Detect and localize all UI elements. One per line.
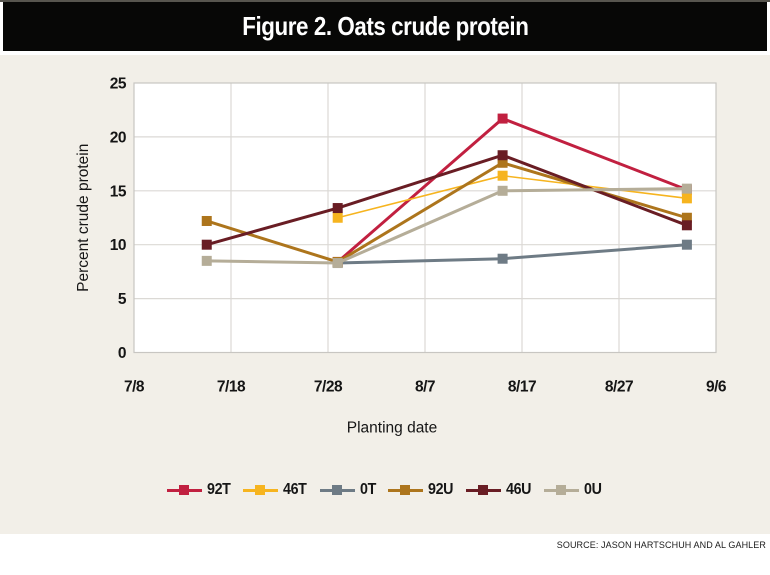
- legend-line-swatch: [466, 485, 502, 495]
- legend-item-92U: 92U: [387, 481, 455, 499]
- legend-label: 92U: [427, 481, 453, 498]
- legend-line-swatch: [243, 485, 279, 495]
- legend-square-marker: [178, 485, 189, 495]
- data-marker-46T: [681, 193, 692, 204]
- data-marker-92U: [497, 157, 508, 168]
- y-tick-label: 20: [110, 129, 126, 146]
- x-axis-title: Planting date: [347, 420, 438, 437]
- plot-border: [133, 82, 717, 354]
- chart-plot: 0 5 10 15 20 25 7/8 7/18 7/28 8/7 8/17 8/27 9/6 Perce…: [75, 76, 727, 437]
- y-axis-title: Percent crude protein: [75, 144, 92, 292]
- legend-line-swatch: [387, 485, 423, 495]
- data-marker-0T: [681, 239, 692, 250]
- data-marker-46T: [497, 170, 508, 181]
- data-marker-0T: [497, 253, 508, 264]
- legend-line-swatch: [319, 485, 355, 495]
- x-tick-label: 7/8: [124, 379, 145, 396]
- top-edge-rule: [0, 0, 770, 2]
- data-marker-92U: [681, 212, 692, 223]
- legend-label: 46T: [283, 481, 307, 498]
- data-marker-46T: [332, 212, 343, 223]
- legend-line-swatch: [544, 485, 580, 495]
- legend-label: 0U: [584, 481, 602, 498]
- x-tick-label: 8/17: [508, 379, 536, 396]
- legend-item-46U: 46U: [466, 481, 533, 499]
- chart-region: 0 5 10 15 20 25 7/8 7/18 7/28 8/7 8/17 8/27 9/6 Perce…: [0, 55, 770, 534]
- banner-gap: [0, 51, 770, 55]
- source-credit: SOURCE: JASON HARTSCHUH AND AL GAHLER: [556, 540, 766, 550]
- data-marker-0U: [201, 255, 212, 266]
- x-tick-label: 7/18: [217, 379, 246, 396]
- legend-square-marker: [399, 485, 410, 495]
- legend-line-swatch: [166, 485, 202, 495]
- legend-label: 92T: [206, 481, 231, 498]
- data-marker-0U: [332, 258, 343, 269]
- series-line-0U: [206, 187, 687, 265]
- x-tick-label: 9/6: [706, 379, 727, 396]
- y-tick-label: 10: [110, 237, 126, 254]
- source-row: SOURCE: JASON HARTSCHUH AND AL GAHLER: [0, 534, 770, 573]
- data-marker-92T: [497, 113, 508, 124]
- legend: 92T 46T 0T 92U 46U 0U: [0, 479, 770, 501]
- legend-square-marker: [556, 485, 567, 495]
- legend-item-46T: 46T: [243, 481, 309, 499]
- data-marker-92U: [201, 215, 212, 226]
- x-tick-label: 7/28: [314, 379, 343, 396]
- y-tick-label: 25: [110, 76, 127, 93]
- legend-square-marker: [331, 485, 342, 495]
- data-marker-0U: [497, 185, 508, 196]
- x-tick-label: 8/27: [605, 379, 633, 396]
- y-tick-label: 5: [118, 291, 127, 308]
- legend-item-92T: 92T: [166, 481, 233, 499]
- figure-title: Figure 2. Oats crude protein: [241, 11, 529, 41]
- data-marker-46U: [497, 150, 508, 161]
- legend-label: 0T: [359, 481, 376, 498]
- data-marker-0U: [681, 183, 692, 194]
- legend-item-0U: 0U: [544, 481, 603, 499]
- data-marker-46U: [201, 239, 212, 250]
- y-tick-label: 15: [110, 183, 127, 200]
- legend-item-0T: 0T: [319, 481, 377, 499]
- legend-square-marker: [255, 485, 266, 495]
- legend-label: 46U: [506, 481, 532, 498]
- legend-square-marker: [478, 485, 489, 495]
- x-tick-label: 8/7: [415, 379, 435, 396]
- y-tick-label: 0: [118, 345, 126, 362]
- data-marker-46U: [332, 203, 343, 214]
- data-marker-46U: [681, 220, 692, 231]
- title-banner: Figure 2. Oats crude protein: [3, 2, 767, 51]
